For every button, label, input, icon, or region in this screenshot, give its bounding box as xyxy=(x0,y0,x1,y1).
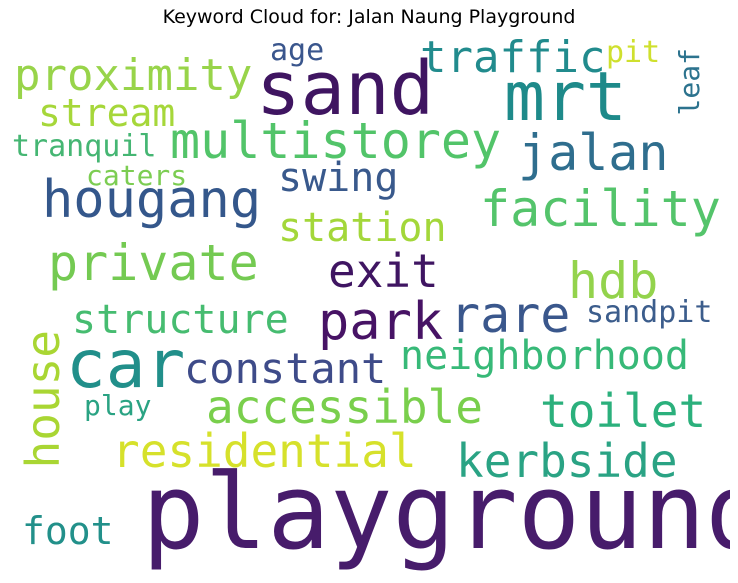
word-foot: foot xyxy=(22,509,114,553)
word-house: house xyxy=(16,330,70,469)
word-leaf: leaf xyxy=(673,48,706,116)
word-constant: constant xyxy=(184,344,387,393)
word-neighborhood: neighborhood xyxy=(400,333,689,379)
word-caters: caters xyxy=(86,159,188,192)
word-private: private xyxy=(48,234,259,292)
word-traffic: traffic xyxy=(420,34,606,83)
word-proximity: proximity xyxy=(14,50,253,101)
word-cloud: playground sand mrt car multistorey prox… xyxy=(8,34,730,574)
word-car: car xyxy=(66,326,186,403)
word-facility: facility xyxy=(480,180,721,238)
word-kerbside: kerbside xyxy=(456,434,678,488)
word-mrt: mrt xyxy=(504,58,627,137)
word-park: park xyxy=(318,292,444,352)
word-play: play xyxy=(84,389,152,422)
chart-title: Keyword Cloud for: Jalan Naung Playgroun… xyxy=(162,6,576,28)
word-sand: sand xyxy=(256,46,435,132)
word-structure: structure xyxy=(72,297,289,343)
word-toilet: toilet xyxy=(540,384,707,438)
word-age: age xyxy=(270,34,325,68)
word-hougang: hougang xyxy=(42,170,262,230)
word-stream: stream xyxy=(38,91,176,135)
word-multistorey: multistorey xyxy=(170,112,502,170)
word-sandpit: sandpit xyxy=(586,295,713,330)
word-jalan: jalan xyxy=(518,124,669,182)
word-playground: playground xyxy=(142,451,730,573)
word-residential: residential xyxy=(112,424,417,478)
word-rare: rare xyxy=(450,286,571,344)
word-accessible: accessible xyxy=(206,380,483,434)
word-tranquil: tranquil xyxy=(12,129,157,164)
word-pit: pit xyxy=(606,35,661,70)
word-exit: exit xyxy=(328,244,439,298)
word-station: station xyxy=(278,205,447,251)
word-swing: swing xyxy=(278,155,399,201)
word-hdb: hdb xyxy=(568,252,659,310)
